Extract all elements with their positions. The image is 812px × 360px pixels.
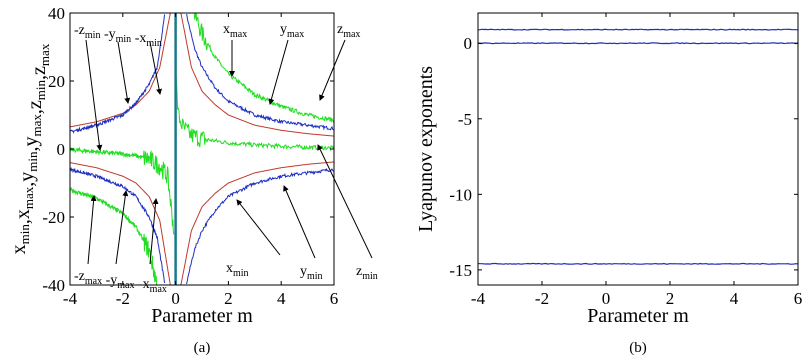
annotation-arrow — [283, 185, 316, 259]
annotation-ymax: ymax — [280, 22, 304, 40]
panel-b-frame — [477, 12, 799, 286]
annotation-bottom-left: -zmax -ymax -xmax — [74, 269, 167, 295]
lyapunov-λ3 — [477, 262, 799, 265]
annotation-arrow — [317, 144, 373, 259]
x-tick-label: -2 — [116, 289, 130, 308]
panel-b-xlabel: Parameter m — [587, 305, 689, 327]
x-tick-label: -4 — [63, 289, 78, 308]
panel-a-ylabel: xmin,xmax,ymin,ymax,zmin,zmax — [8, 43, 52, 254]
y-tick-label: -15 — [449, 261, 472, 280]
y-tick-label: -10 — [449, 185, 472, 204]
x-tick-label: 6 — [330, 289, 339, 308]
panel-a-xlabel: Parameter m — [151, 305, 253, 327]
x-tick-label: 0 — [602, 289, 611, 308]
series-z_min — [175, 76, 334, 152]
x-tick-label: 6 — [794, 289, 803, 308]
x-tick-label: 4 — [730, 289, 739, 308]
panel-b-ticks: -4 -2 0 2 4 6 0 -5 -10 -15 — [449, 13, 802, 308]
series-x_max — [180, 13, 334, 137]
annotation-top-left: -zmin -ymin -xmin — [74, 23, 162, 49]
series--z_max — [70, 186, 158, 285]
panel-a-annotations: -zmin -ymin -xmin xmax ymax zmax -zmax -ymax… — [74, 22, 378, 295]
panel-b-series — [477, 28, 799, 265]
panel-a-series — [70, 13, 334, 285]
x-tick-label: 2 — [666, 289, 675, 308]
annotation-arrow — [87, 195, 97, 265]
annotation-arrow — [319, 39, 346, 101]
series-z_max — [193, 13, 334, 123]
y-tick-label: -20 — [42, 208, 65, 227]
panel-b-caption: (b) — [629, 340, 647, 356]
y-tick-label: -40 — [42, 276, 65, 295]
annotation-zmax: zmax — [337, 22, 360, 40]
lyapunov-λ2 — [477, 42, 799, 45]
x-tick-label: -2 — [535, 289, 549, 308]
annotation-xmax: xmax — [223, 22, 247, 40]
y-tick-label: 0 — [57, 140, 66, 159]
annotation-zmin: zmin — [356, 264, 378, 282]
y-tick-label: -5 — [458, 110, 472, 129]
annotation-arrow — [268, 39, 289, 105]
x-tick-label: 2 — [224, 289, 233, 308]
annotation-arrow — [85, 39, 103, 151]
annotation-arrow — [149, 41, 163, 95]
series--y_min — [70, 14, 166, 134]
annotation-arrow — [115, 190, 129, 265]
annotation-ymin: ymin — [300, 264, 323, 282]
series-y_min — [185, 167, 334, 285]
annotation-xmin: xmin — [226, 261, 249, 279]
panel-a-caption: (a) — [194, 340, 211, 356]
series--y_max — [70, 166, 166, 284]
annotation-arrow — [149, 198, 159, 265]
series--z_min — [70, 146, 175, 235]
panel-b: -4 -2 0 2 4 6 0 -5 -10 -15 Parameter m Lyapunov e… — [415, 12, 802, 356]
panel-a-frame — [69, 12, 335, 286]
y-tick-label: 20 — [48, 72, 65, 91]
panel-b-ylabel: Lyapunov exponents — [415, 66, 437, 232]
series--x_min — [70, 13, 171, 128]
series-y_max — [186, 14, 334, 131]
series--x_max — [70, 162, 171, 285]
lyapunov-λ1 — [477, 28, 799, 31]
series-x_min — [180, 161, 334, 285]
annotation-arrow — [236, 199, 281, 256]
annotation-arrow — [117, 41, 131, 104]
x-tick-label: 4 — [277, 289, 286, 308]
x-tick-label: -4 — [471, 289, 486, 308]
y-tick-label: 0 — [464, 34, 473, 53]
y-tick-label: 40 — [48, 4, 65, 23]
x-tick-label: 0 — [171, 289, 180, 308]
